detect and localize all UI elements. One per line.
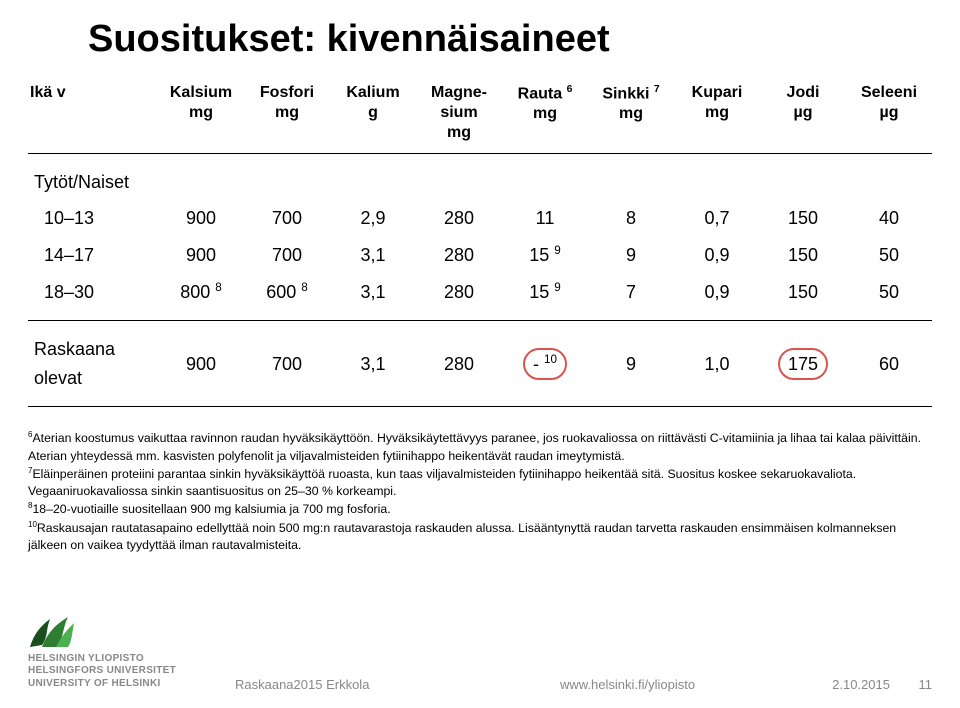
column-header: Rauta 6mg xyxy=(502,79,588,154)
column-header: Sinkki 7mg xyxy=(588,79,674,154)
value-cell: 280 xyxy=(416,331,502,397)
value-cell: 800 8 xyxy=(158,274,244,311)
age-cell: 10–13 xyxy=(28,200,158,237)
value-cell: 0,9 xyxy=(674,237,760,274)
value-cell: 50 xyxy=(846,237,932,274)
value-cell: 11 xyxy=(502,200,588,237)
group-label: Tytöt/Naiset xyxy=(28,164,932,201)
value-cell: 0,7 xyxy=(674,200,760,237)
table-row: Raskaanaolevat9007003,1280- 1091,017560 xyxy=(28,331,932,397)
footer-page: 11 xyxy=(919,677,933,692)
value-cell: 280 xyxy=(416,274,502,311)
footnote-8: 818–20-vuotiaille suositellaan 900 mg ka… xyxy=(28,500,932,518)
university-logo: HELSINGIN YLIOPISTO HELSINGFORS UNIVERSI… xyxy=(28,653,176,691)
footnotes: 6Aterian koostumus vaikuttaa ravinnon ra… xyxy=(28,429,932,554)
value-cell: 15 9 xyxy=(502,237,588,274)
value-cell: 7 xyxy=(588,274,674,311)
value-cell: 50 xyxy=(846,274,932,311)
value-cell: 3,1 xyxy=(330,274,416,311)
footer: HELSINGIN YLIOPISTO HELSINGFORS UNIVERSI… xyxy=(0,650,960,698)
value-cell: 900 xyxy=(158,237,244,274)
value-cell: 280 xyxy=(416,200,502,237)
table-body: Tytöt/Naiset 10–139007002,92801180,71504… xyxy=(28,154,932,408)
value-cell: 175 xyxy=(760,331,846,397)
value-cell: 700 xyxy=(244,331,330,397)
footnote-7: 7Eläinperäinen proteiini parantaa sinkin… xyxy=(28,465,932,501)
logo-line: HELSINGIN YLIOPISTO xyxy=(28,653,176,666)
value-cell: 900 xyxy=(158,200,244,237)
footer-source: Raskaana2015 Erkkola xyxy=(235,677,369,692)
minerals-table: Ikä vKalsiummgFosforimgKaliumgMagne-sium… xyxy=(28,79,932,407)
value-cell: 40 xyxy=(846,200,932,237)
value-cell: 280 xyxy=(416,237,502,274)
logo-line: HELSINGFORS UNIVERSITET xyxy=(28,665,176,678)
column-header: Fosforimg xyxy=(244,79,330,154)
value-cell: 15 9 xyxy=(502,274,588,311)
flame-icon xyxy=(28,615,76,654)
age-cell: 14–17 xyxy=(28,237,158,274)
value-cell: 9 xyxy=(588,237,674,274)
value-cell: 1,0 xyxy=(674,331,760,397)
column-header: Magne-siummg xyxy=(416,79,502,154)
divider xyxy=(28,407,932,408)
value-cell: 8 xyxy=(588,200,674,237)
value-cell: - 10 xyxy=(502,331,588,397)
value-cell: 150 xyxy=(760,237,846,274)
value-cell: 2,9 xyxy=(330,200,416,237)
value-cell: 60 xyxy=(846,331,932,397)
footnote-6: 6Aterian koostumus vaikuttaa ravinnon ra… xyxy=(28,429,932,465)
value-cell: 600 8 xyxy=(244,274,330,311)
footer-site: www.helsinki.fi/yliopisto xyxy=(560,677,695,692)
group-row: Tytöt/Naiset xyxy=(28,164,932,201)
column-header: Ikä v xyxy=(28,79,158,154)
value-cell: 150 xyxy=(760,200,846,237)
value-cell: 150 xyxy=(760,274,846,311)
column-header: Kalsiummg xyxy=(158,79,244,154)
value-cell: 700 xyxy=(244,237,330,274)
value-cell: 3,1 xyxy=(330,237,416,274)
value-cell: 0,9 xyxy=(674,274,760,311)
table-row: 10–139007002,92801180,715040 xyxy=(28,200,932,237)
column-header: Kaliumg xyxy=(330,79,416,154)
logo-line: UNIVERSITY OF HELSINKI xyxy=(28,678,176,691)
footer-date: 2.10.2015 xyxy=(832,677,890,692)
value-cell: 9 xyxy=(588,331,674,397)
value-cell: 900 xyxy=(158,331,244,397)
table-container: Ikä vKalsiummgFosforimgKaliumgMagne-sium… xyxy=(28,79,932,407)
table-header-row: Ikä vKalsiummgFosforimgKaliumgMagne-sium… xyxy=(28,79,932,154)
column-header: Jodiµg xyxy=(760,79,846,154)
group-label: Raskaanaolevat xyxy=(28,331,158,397)
value-cell: 3,1 xyxy=(330,331,416,397)
age-cell: 18–30 xyxy=(28,274,158,311)
column-header: Kuparimg xyxy=(674,79,760,154)
table-row: 14–179007003,128015 990,915050 xyxy=(28,237,932,274)
column-header: Seleeniµg xyxy=(846,79,932,154)
page-title: Suositukset: kivennäisaineet xyxy=(88,18,932,61)
slide: Suositukset: kivennäisaineet Ikä vKalsiu… xyxy=(0,0,960,708)
footnote-10: 10Raskausajan rautatasapaino edellyttää … xyxy=(28,519,932,555)
table-row: 18–30800 8600 83,128015 970,915050 xyxy=(28,274,932,311)
value-cell: 700 xyxy=(244,200,330,237)
